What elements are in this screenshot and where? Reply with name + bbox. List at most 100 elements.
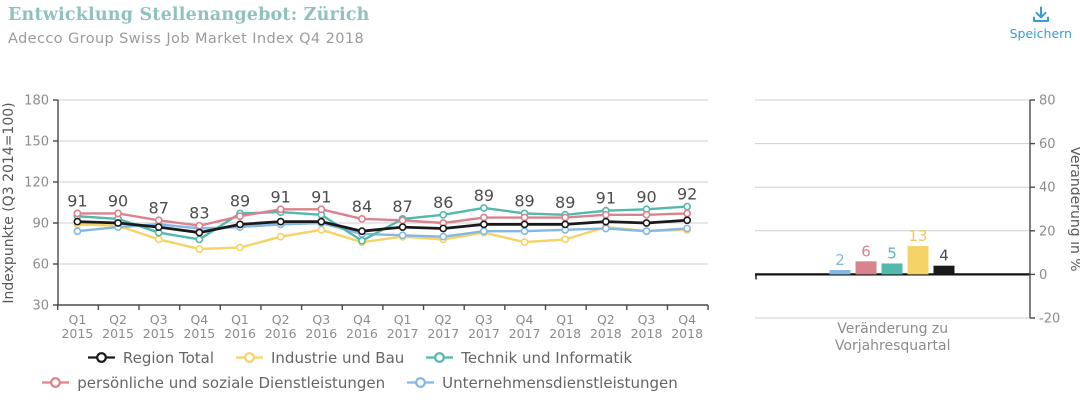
series-pers-nliche-und-soziale-dienstleistungen [73, 205, 692, 230]
svg-text:83: 83 [189, 204, 209, 223]
legend-label: Technik und Informatik [461, 348, 633, 367]
svg-text:87: 87 [149, 198, 169, 217]
legend-label: Unternehmensdienstleistungen [442, 373, 678, 392]
svg-text:Q2: Q2 [109, 312, 127, 327]
chart-legend: Region Total Industrie und Bau Technik und… [0, 345, 720, 395]
line-chart-axes [53, 99, 709, 310]
svg-text:90: 90 [32, 217, 49, 232]
svg-text:89: 89 [230, 191, 250, 210]
svg-text:2017: 2017 [387, 326, 419, 341]
svg-text:180: 180 [24, 94, 49, 109]
bar-pers-nliche-und-soziale-dienstleistungen [855, 261, 877, 275]
legend-label: persönliche und soziale Dienstleistungen [77, 373, 386, 392]
svg-text:30: 30 [32, 299, 49, 314]
svg-text:Q1: Q1 [394, 312, 412, 327]
svg-text:20: 20 [1039, 224, 1056, 239]
bar-unternehmensdienstleistungen [829, 270, 851, 275]
svg-text:Q2: Q2 [434, 312, 452, 327]
svg-text:92: 92 [677, 185, 697, 204]
legend-marker-icon [236, 352, 263, 363]
svg-text:2017: 2017 [468, 326, 500, 341]
svg-text:Q3: Q3 [150, 312, 168, 327]
svg-text:2015: 2015 [183, 326, 215, 341]
svg-text:2015: 2015 [143, 326, 175, 341]
svg-text:91: 91 [311, 187, 331, 206]
svg-text:150: 150 [24, 135, 49, 150]
svg-text:89: 89 [514, 191, 534, 210]
legend-marker-icon [407, 377, 435, 388]
svg-text:90: 90 [636, 187, 656, 206]
yoy-change-bar-chart: 80 60 40 20 0 -20 Veränderung in % 265 13 4 Veränd… [755, 94, 1080, 354]
bar-chart-zero-line [755, 273, 1030, 280]
svg-text:60: 60 [1039, 137, 1056, 152]
svg-text:Q2: Q2 [272, 312, 290, 327]
svg-text:91: 91 [270, 187, 290, 206]
svg-text:2016: 2016 [346, 326, 378, 341]
svg-text:Q4: Q4 [353, 312, 371, 327]
legend-row: persönliche und soziale Dienstleistungen… [0, 370, 720, 395]
svg-text:89: 89 [474, 186, 494, 205]
svg-text:2018: 2018 [590, 326, 622, 341]
bar-chart-grid [755, 99, 1030, 319]
legend-item-industrie-und-bau[interactable]: Industrie und Bau [236, 349, 404, 367]
svg-text:Q3: Q3 [312, 312, 330, 327]
line-chart-y-axis-title: Indexpunkte (Q3 2014=100) [1, 102, 17, 303]
bar-chart-y-tick-labels: 80 60 40 20 0 -20 [1039, 94, 1060, 327]
line-chart-point-labels: 91 90 87 83 89 91 91 84 87 86 89 89 89 91 90 92 [67, 185, 697, 223]
page-subtitle: Adecco Group Swiss Job Market Index Q4 2… [8, 31, 365, 47]
svg-text:2018: 2018 [631, 326, 663, 341]
legend-item-pers-nliche-und-soziale-dienstleistungen[interactable]: persönliche und soziale Dienstleistungen [42, 374, 385, 392]
svg-text:Vorjahresquartal: Vorjahresquartal [835, 338, 951, 354]
svg-text:Veränderung zu: Veränderung zu [837, 321, 948, 337]
legend-row: Region Total Industrie und Bau Technik und… [0, 345, 720, 370]
bar-value-label: 5 [887, 245, 897, 263]
svg-text:Q1: Q1 [69, 312, 87, 327]
series-region-total [73, 216, 692, 237]
bar-value-label: 6 [861, 242, 871, 260]
svg-text:86: 86 [433, 193, 453, 212]
svg-text:60: 60 [32, 258, 49, 273]
legend-item-technik-und-informatik[interactable]: Technik und Informatik [426, 349, 632, 367]
svg-text:2017: 2017 [509, 326, 541, 341]
line-chart-y-tick-labels: 180 150 120 90 60 30 [24, 94, 49, 314]
svg-text:91: 91 [596, 189, 616, 208]
svg-text:2018: 2018 [671, 326, 703, 341]
legend-marker-icon [426, 352, 454, 363]
svg-text:Q1: Q1 [231, 312, 249, 327]
svg-text:0: 0 [1039, 268, 1047, 283]
svg-text:-20: -20 [1039, 312, 1060, 327]
svg-text:40: 40 [1039, 181, 1056, 196]
svg-text:84: 84 [352, 197, 372, 216]
job-index-line-chart: 180150120906030Q12015Q22015Q32015Q42015Q… [1, 94, 709, 341]
svg-text:2015: 2015 [61, 326, 93, 341]
legend-marker-icon [87, 352, 115, 363]
bar-value-label: 4 [939, 247, 949, 265]
save-button[interactable]: Speichern [1006, 3, 1076, 43]
svg-text:90: 90 [108, 191, 128, 210]
legend-label: Industrie und Bau [271, 348, 405, 367]
page-title: Entwicklung Stellenangebot: Zürich [8, 5, 370, 25]
svg-text:Q1: Q1 [556, 312, 574, 327]
download-icon [1032, 6, 1049, 22]
bar-value-label: 13 [908, 227, 927, 245]
bar-region-total [933, 265, 955, 275]
bar-chart-right-axis [1029, 99, 1035, 319]
svg-text:120: 120 [24, 176, 49, 191]
bar-industrie-und-bau [907, 246, 929, 275]
legend-item-unternehmensdienstleistungen[interactable]: Unternehmensdienstleistungen [407, 374, 678, 392]
svg-text:89: 89 [555, 193, 575, 212]
bar-chart-bars: 2 6 5 13 4 [829, 227, 955, 275]
svg-text:80: 80 [1039, 94, 1056, 109]
svg-text:Q3: Q3 [638, 312, 656, 327]
legend-item-region-total[interactable]: Region Total [87, 349, 214, 367]
svg-text:2016: 2016 [265, 326, 297, 341]
svg-text:2016: 2016 [305, 326, 337, 341]
svg-text:2017: 2017 [427, 326, 459, 341]
svg-text:Q4: Q4 [678, 312, 696, 327]
svg-text:2018: 2018 [549, 326, 581, 341]
bar-value-label: 2 [835, 251, 845, 269]
svg-text:2016: 2016 [224, 326, 256, 341]
svg-text:2015: 2015 [102, 326, 134, 341]
legend-marker-icon [42, 377, 70, 388]
